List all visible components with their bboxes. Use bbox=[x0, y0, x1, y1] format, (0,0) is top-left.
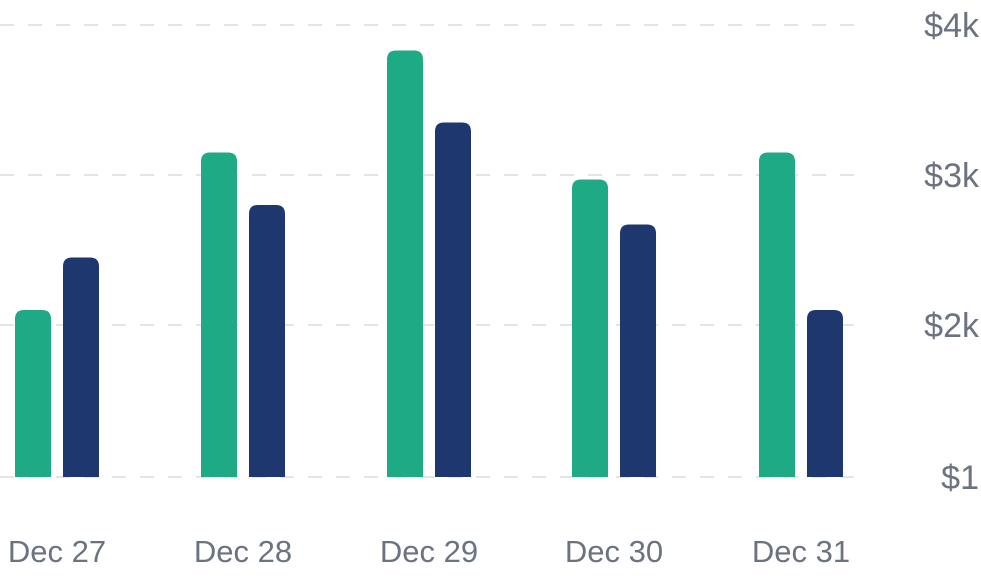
bar-dec-28-series-1[interactable] bbox=[201, 152, 237, 478]
x-category-label: Dec 29 bbox=[380, 534, 478, 569]
x-category-label: Dec 30 bbox=[565, 534, 663, 569]
y-tick-label: $1 bbox=[941, 459, 979, 497]
x-category-label: Dec 27 bbox=[8, 534, 106, 569]
bar-dec-30-series-2[interactable] bbox=[620, 224, 656, 478]
bar-dec-31-series-2[interactable] bbox=[807, 310, 843, 477]
gridlines bbox=[0, 24, 860, 478]
bar-dec-29-series-2[interactable] bbox=[435, 122, 471, 478]
bar-dec-31-series-1[interactable] bbox=[759, 152, 795, 478]
bar-dec-27-series-2[interactable] bbox=[63, 257, 99, 478]
y-tick-label: $3k bbox=[924, 157, 980, 195]
y-tick-label: $2k bbox=[924, 307, 980, 345]
x-category-label: Dec 28 bbox=[194, 534, 292, 569]
bar-dec-27-series-1[interactable] bbox=[15, 310, 51, 477]
x-category-label: Dec 31 bbox=[752, 534, 850, 569]
y-tick-label: $4k bbox=[924, 7, 980, 45]
bars bbox=[15, 50, 843, 478]
x-axis-category-labels: Dec 27 Dec 28 Dec 29 Dec 30 Dec 31 bbox=[8, 534, 850, 569]
bar-dec-29-series-1[interactable] bbox=[387, 50, 423, 478]
bar-dec-28-series-2[interactable] bbox=[249, 205, 285, 477]
bar-dec-30-series-1[interactable] bbox=[572, 179, 608, 478]
y-axis-tick-labels: $1 $2k $3k $4k bbox=[924, 7, 980, 497]
